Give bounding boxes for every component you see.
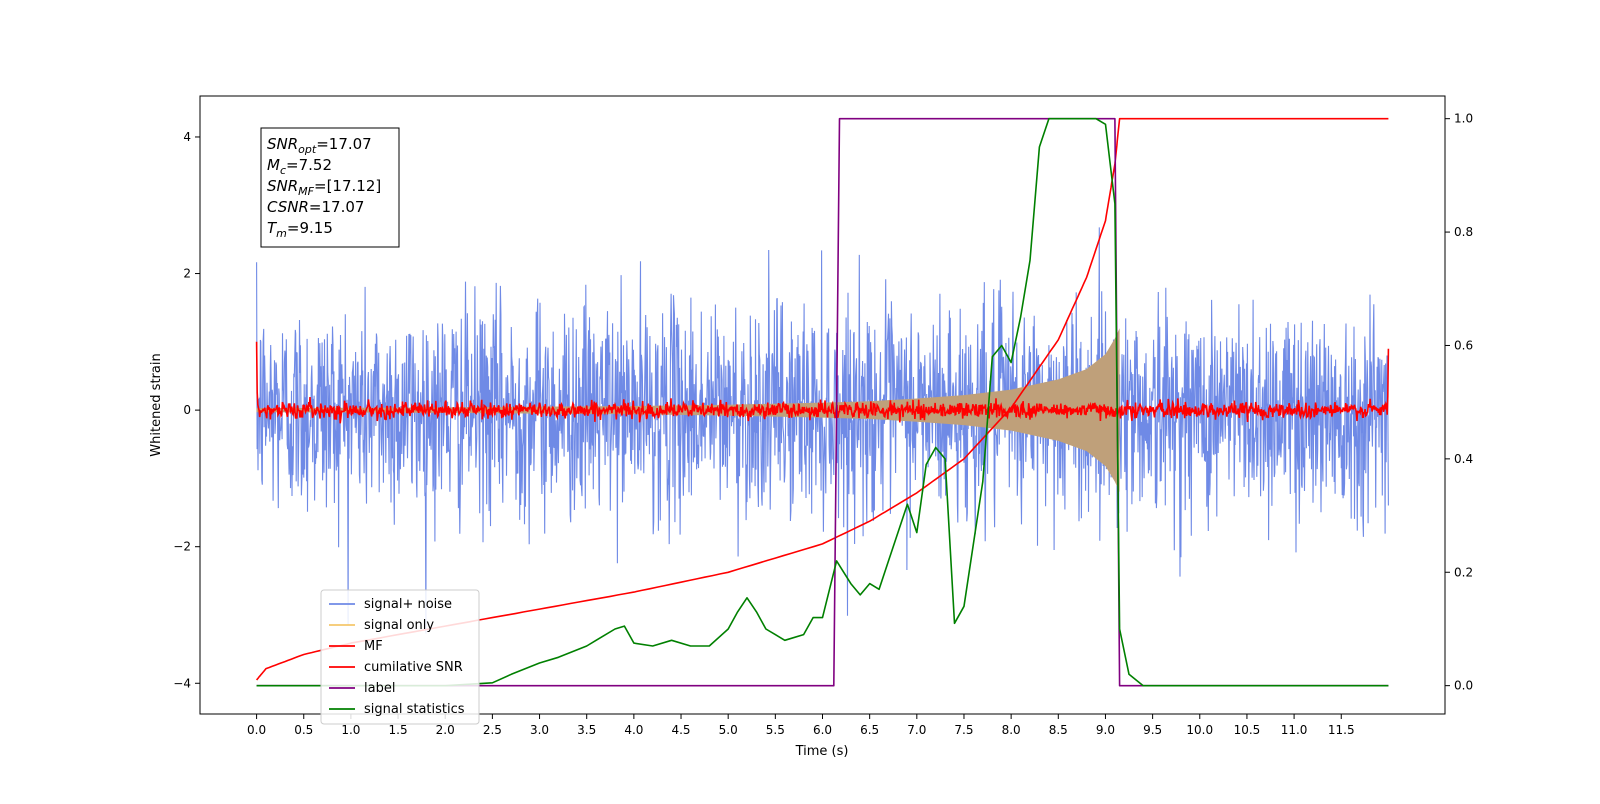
annotation-subscript: MF: [298, 185, 314, 198]
x-tick-label: 5.0: [719, 723, 738, 737]
x-tick-label: 3.5: [577, 723, 596, 737]
annotation-symbol: CSNR: [267, 198, 309, 216]
annotation-value: =17.07: [316, 135, 372, 153]
annotation-symbol: T: [267, 219, 278, 237]
annotation-subscript: m: [276, 227, 287, 240]
x-tick-label: 10.0: [1186, 723, 1213, 737]
y2-tick-label: 0.2: [1454, 565, 1473, 579]
y2-tick-label: 0.8: [1454, 225, 1473, 239]
y2-tick-label: 0.6: [1454, 338, 1473, 352]
x-tick-label: 0.5: [294, 723, 313, 737]
x-tick-label: 9.5: [1143, 723, 1162, 737]
annotation-line: CSNR=17.07: [267, 198, 364, 216]
legend-label-label: label: [364, 681, 395, 696]
x-axis: 0.0 0.5 1.0 1.5 2.0 2.5 3.0 3.5 4.0 4.5 5.0 5.5 6.0 6…: [247, 714, 1355, 737]
x-tick-label: 1.0: [341, 723, 360, 737]
y2-tick-label: 1.0: [1454, 112, 1473, 126]
y-tick-label: 0: [183, 403, 191, 417]
annotation-subscript: opt: [298, 143, 317, 156]
x-tick-label: 2.5: [483, 723, 502, 737]
annotation-box: SNRopt=17.07Mc=7.52SNRMF=[17.12]CSNR=17.…: [260, 127, 400, 248]
x-tick-label: 7.5: [954, 723, 973, 737]
x-tick-label: 4.5: [671, 723, 690, 737]
annotation-symbol: SNR: [267, 177, 298, 195]
x-tick-label: 6.0: [813, 723, 832, 737]
x-tick-label: 10.5: [1234, 723, 1261, 737]
legend-label-signal-only: signal only: [364, 618, 434, 633]
legend-label-signal-statistics: signal statistics: [364, 702, 465, 717]
annotation-value: =9.15: [287, 219, 333, 237]
annotation-line: Mc=7.52: [267, 156, 332, 177]
annotation-value: =17.07: [309, 198, 365, 216]
y-tick-label: −2: [173, 540, 191, 554]
x-tick-label: 8.0: [1002, 723, 1021, 737]
x-tick-label: 7.0: [907, 723, 926, 737]
y2-tick-label: 0.0: [1454, 679, 1473, 693]
y-tick-label: 4: [183, 130, 191, 144]
x-tick-label: 1.5: [389, 723, 408, 737]
annotation-symbol: SNR: [267, 135, 298, 153]
y-axis-right: 1.0 0.8 0.6 0.4 0.2 0.0: [1445, 112, 1473, 693]
legend-label-mf: MF: [364, 639, 383, 654]
x-tick-label: 0.0: [247, 723, 266, 737]
x-tick-label: 4.0: [624, 723, 643, 737]
annotation-subscript: c: [280, 164, 286, 177]
x-tick-label: 3.0: [530, 723, 549, 737]
y-tick-label: 2: [183, 267, 191, 281]
annotation-frame: [260, 127, 400, 248]
annotation-line: SNRMF=[17.12]: [267, 177, 381, 198]
x-tick-label: 11.5: [1328, 723, 1355, 737]
y-tick-label: −4: [173, 676, 191, 690]
legend-label-signal-noise: signal+ noise: [364, 597, 452, 612]
series-line-mf: [255, 341, 1390, 424]
annotation-line: Tm=9.15: [267, 219, 333, 240]
mf-layer: [255, 341, 1390, 424]
x-tick-label: 5.5: [766, 723, 785, 737]
annotation-value: =[17.12]: [314, 177, 381, 195]
annotation-value: =7.52: [286, 156, 332, 174]
x-tick-label: 9.0: [1096, 723, 1115, 737]
x-axis-label: Time (s): [795, 744, 849, 759]
series-line-signal-statistics: [256, 117, 1389, 687]
legend-label-cumilative-snr: cumilative SNR: [364, 660, 463, 675]
annotation-symbol: M: [267, 156, 280, 174]
y2-tick-label: 0.4: [1454, 452, 1473, 466]
x-tick-label: 2.0: [436, 723, 455, 737]
x-tick-label: 8.5: [1049, 723, 1068, 737]
x-tick-label: 6.5: [860, 723, 879, 737]
y-axis-left: 4 2 0 −2 −4: [173, 130, 200, 690]
annotation-line: SNRopt=17.07: [267, 135, 372, 156]
x-tick-label: 11.0: [1281, 723, 1308, 737]
legend: signal+ noise signal only MF cumilative SNR…: [320, 589, 480, 725]
legend-frame: [320, 589, 480, 725]
y-axis-label: Whitened strain: [149, 353, 164, 456]
